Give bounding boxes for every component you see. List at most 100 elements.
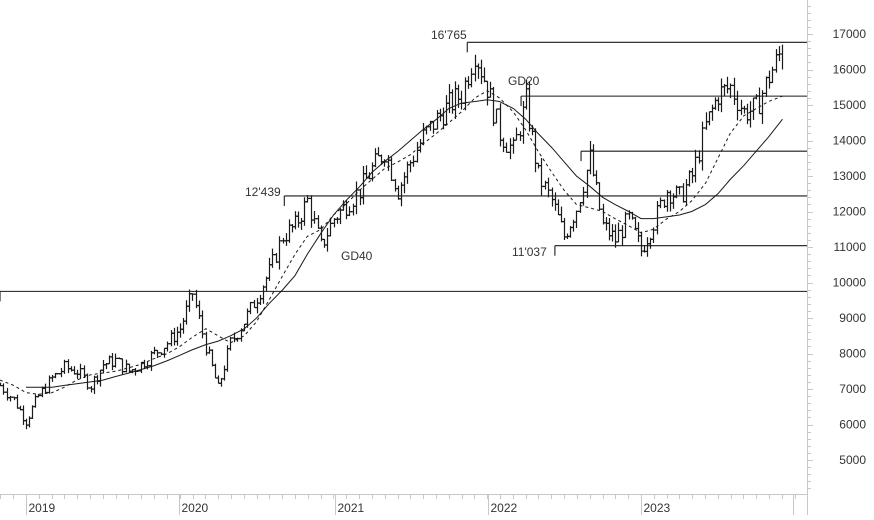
price-bar [658,197,663,209]
price-bar [172,327,177,346]
y-tick-label: 16000 [833,63,867,77]
price-bar [376,147,381,157]
price-bar [559,206,564,223]
price-bar [30,405,35,419]
price-bar [389,156,394,182]
price-bar [508,138,513,160]
price-bar [228,336,233,351]
price-bar [322,238,327,248]
price-bar [704,112,709,130]
price-bar [456,84,461,108]
price-bar [66,359,71,374]
price-bar [684,179,689,206]
price-bar [82,365,87,379]
y-tick-label: 10000 [833,276,867,290]
price-bar [588,140,593,175]
gd40-label: GD40 [341,249,373,263]
price-bar [553,192,558,211]
gd20-path [0,90,783,395]
level-label: 12'439 [245,185,281,199]
price-bar [113,353,118,368]
price-bar [485,80,490,106]
price-bar [175,326,180,346]
x-tick-label: 2023 [644,501,671,515]
y-tick-label: 12000 [833,205,867,219]
price-bar [312,211,317,224]
price-bar [514,127,519,141]
price-bar [261,285,266,304]
price-bar [124,359,129,373]
price-bar [169,330,174,347]
price-bar [479,59,484,85]
price-bar [681,183,686,203]
y-tick-label: 8000 [839,347,866,361]
price-bar [287,219,292,243]
y-tick-label: 17000 [833,27,867,41]
price-bar [707,111,712,126]
x-tick-label: 2021 [338,501,365,515]
price-bar [402,172,407,194]
price-bar [725,76,730,94]
price-bar [325,227,330,252]
gd20-label: GD20 [508,74,540,88]
price-bar [713,97,718,110]
price-bar [299,217,304,230]
level-label: 16'765 [431,28,467,42]
price-bar [620,225,625,246]
price-bar [399,182,404,207]
price-bar [15,394,20,409]
price-bar [742,105,747,114]
price-bar [767,70,772,89]
price-bar [700,121,705,171]
price-bar [270,248,275,268]
price-bar [1,383,6,395]
price-bar [469,68,474,88]
price-bar [757,87,762,115]
price-bar [556,199,561,216]
annotations: 16'765 12'439 11'037 GD20 GD40 [245,28,547,263]
price-bar [760,90,765,124]
price-bar [639,231,644,257]
price-bar [610,224,615,242]
price-bar [415,141,420,163]
price-bar [645,237,650,257]
price-bar [613,224,618,248]
price-bar [351,203,356,216]
price-bar [50,374,55,382]
price-bar [444,95,449,126]
price-bar [187,289,192,312]
price-bar [78,363,83,379]
price-bar [95,375,100,385]
price-bar [178,323,183,338]
price-bar [438,108,443,122]
y-tick-label: 9000 [839,311,866,325]
y-tick-label: 7000 [839,382,866,396]
price-bar [578,202,583,213]
price-bar [591,144,596,177]
price-bar [459,90,464,110]
price-bar [504,142,509,153]
gd20-moving-average [0,90,783,395]
price-bar [101,359,106,374]
price-bar [162,347,167,358]
price-bar [488,81,493,98]
price-bar [739,99,744,115]
price-bar [252,299,257,309]
y-tick-label: 11000 [834,240,867,254]
price-bar [623,211,628,239]
price-bar [539,158,544,196]
price-bar [379,154,384,165]
price-bar [98,369,103,387]
price-bar [373,148,378,168]
price-bar [418,139,423,153]
y-tick-label: 6000 [839,418,866,432]
price-bar [184,300,189,325]
price-bar [24,418,29,430]
price-bar [284,233,289,246]
price-bar [770,66,775,84]
price-bar [697,150,702,164]
price-bar [5,387,10,401]
price-bar [316,215,321,229]
price-bar [255,298,260,314]
